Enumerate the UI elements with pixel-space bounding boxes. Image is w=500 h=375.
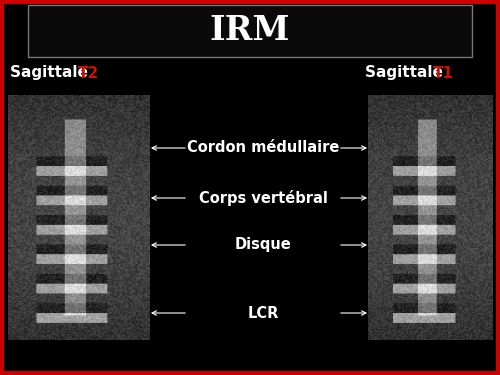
Text: T1: T1 (433, 66, 454, 81)
Text: Corps vertébral: Corps vertébral (198, 190, 328, 206)
Text: LCR: LCR (248, 306, 278, 321)
Bar (28, 5, 472, 57)
Text: Sagittale: Sagittale (365, 66, 448, 81)
Text: Disque: Disque (234, 237, 292, 252)
Text: Sagittale: Sagittale (10, 66, 93, 81)
Text: T2: T2 (78, 66, 99, 81)
Text: Cordon médullaire: Cordon médullaire (187, 141, 339, 156)
Text: IRM: IRM (210, 15, 290, 48)
